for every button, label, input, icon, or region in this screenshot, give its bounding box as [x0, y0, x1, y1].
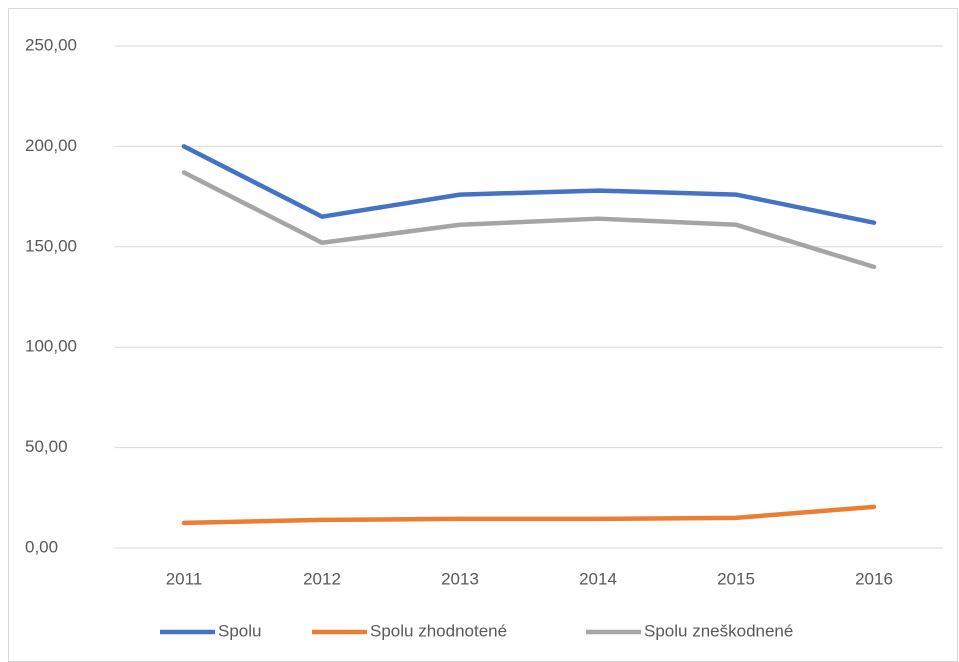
- legend-label: Spolu zhodnotené: [370, 621, 507, 640]
- x-tick-label: 2015: [717, 569, 755, 588]
- x-tick-label: 2014: [579, 569, 617, 588]
- legend-label: Spolu zneškodnené: [644, 621, 793, 640]
- y-tick-label: 50,00: [25, 437, 68, 456]
- y-tick-label: 150,00: [25, 236, 77, 255]
- x-tick-label: 2012: [303, 569, 341, 588]
- y-tick-label: 250,00: [25, 35, 77, 54]
- series-line: [181, 504, 877, 526]
- y-tick-label: 0,00: [25, 537, 58, 556]
- series-line: [181, 170, 877, 270]
- x-tick-label: 2016: [855, 569, 893, 588]
- y-tick-label: 100,00: [25, 337, 77, 356]
- series-line: [181, 144, 877, 225]
- chart-border: [8, 8, 958, 662]
- x-tick-label: 2013: [441, 569, 479, 588]
- legend-label: Spolu: [218, 621, 261, 640]
- x-tick-label: 2011: [166, 569, 203, 588]
- y-tick-label: 200,00: [25, 136, 77, 155]
